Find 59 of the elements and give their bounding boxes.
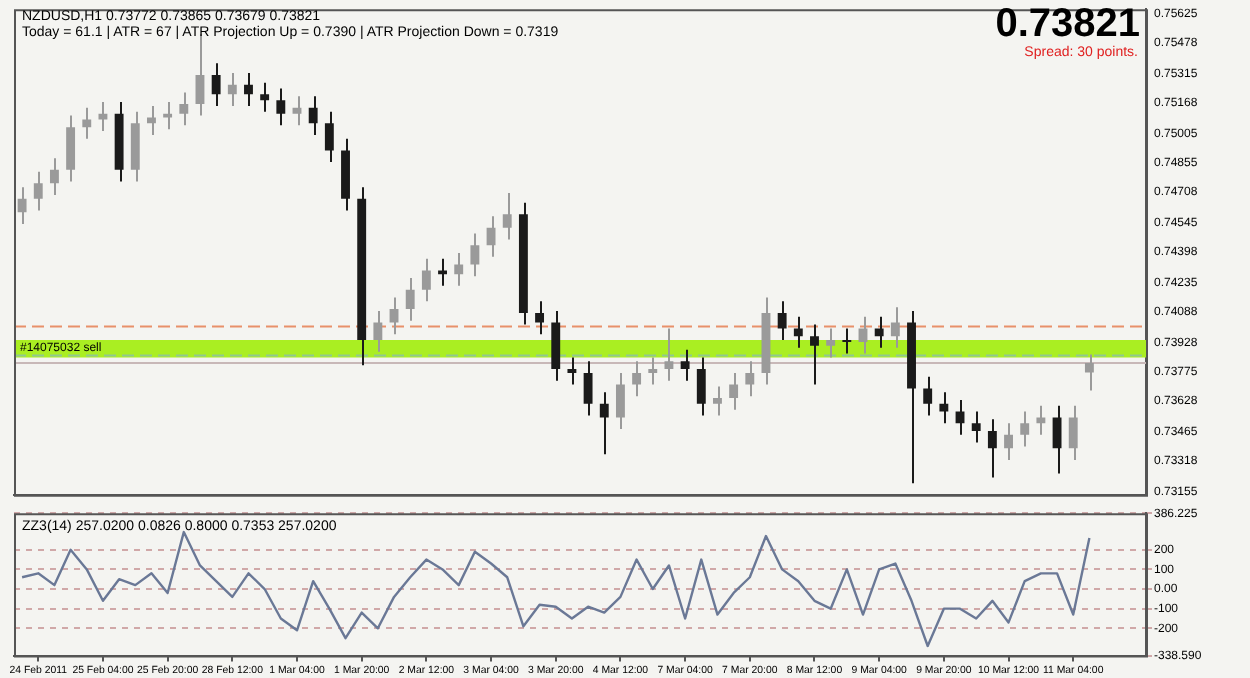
candlestick bbox=[260, 81, 270, 113]
candlestick bbox=[179, 91, 189, 127]
candlestick bbox=[33, 170, 43, 212]
candlestick bbox=[939, 391, 949, 425]
candlestick bbox=[599, 391, 609, 456]
candlestick bbox=[1004, 422, 1013, 461]
candlestick bbox=[130, 110, 140, 183]
candlestick bbox=[405, 277, 415, 322]
candlestick bbox=[826, 327, 836, 359]
candlestick bbox=[438, 257, 447, 287]
candlestick bbox=[49, 157, 59, 196]
candlestick bbox=[810, 323, 819, 386]
candlestick bbox=[535, 300, 545, 336]
candlestick bbox=[890, 306, 900, 349]
candlestick bbox=[470, 232, 480, 278]
candlestick bbox=[211, 62, 221, 107]
candlestick bbox=[195, 33, 205, 117]
candlestick bbox=[292, 95, 302, 127]
candlestick bbox=[713, 385, 722, 417]
candlestick bbox=[971, 410, 981, 444]
candlestick bbox=[1068, 404, 1078, 461]
candlestick bbox=[664, 327, 674, 382]
candlestick bbox=[502, 191, 512, 241]
candlestick bbox=[66, 114, 76, 183]
candlestick bbox=[583, 360, 593, 417]
candlestick bbox=[244, 72, 253, 107]
candlestick bbox=[923, 375, 933, 417]
candlestick bbox=[82, 106, 92, 140]
candlestick bbox=[389, 296, 399, 336]
candlestick bbox=[227, 72, 237, 107]
candlestick bbox=[324, 110, 334, 164]
candlestick bbox=[1084, 353, 1094, 392]
candlestick bbox=[276, 87, 286, 127]
candlestick bbox=[1036, 404, 1046, 436]
candlestick bbox=[680, 348, 690, 382]
candlestick bbox=[729, 371, 739, 411]
annotation: 0.73821 bbox=[995, 2, 1140, 46]
candlestick bbox=[163, 101, 173, 131]
candlestick bbox=[858, 315, 868, 355]
candlestick bbox=[793, 315, 803, 349]
candlestick bbox=[648, 356, 658, 386]
candlestick bbox=[874, 315, 884, 349]
candlestick bbox=[1020, 410, 1030, 448]
candlestick bbox=[842, 327, 852, 355]
candlestick bbox=[551, 310, 561, 382]
candlestick bbox=[632, 360, 642, 398]
candlestick bbox=[567, 356, 577, 386]
candlestick bbox=[696, 356, 706, 417]
candlestick bbox=[745, 360, 755, 398]
candlestick bbox=[421, 257, 431, 303]
candlestick bbox=[615, 371, 625, 431]
candlestick bbox=[1052, 404, 1062, 475]
candlestick bbox=[486, 215, 496, 258]
candlestick bbox=[777, 300, 787, 342]
candlestick bbox=[17, 186, 27, 225]
candlestick bbox=[373, 310, 383, 353]
candlestick bbox=[987, 418, 997, 479]
candlestick bbox=[454, 251, 464, 287]
candlestick bbox=[308, 95, 318, 136]
